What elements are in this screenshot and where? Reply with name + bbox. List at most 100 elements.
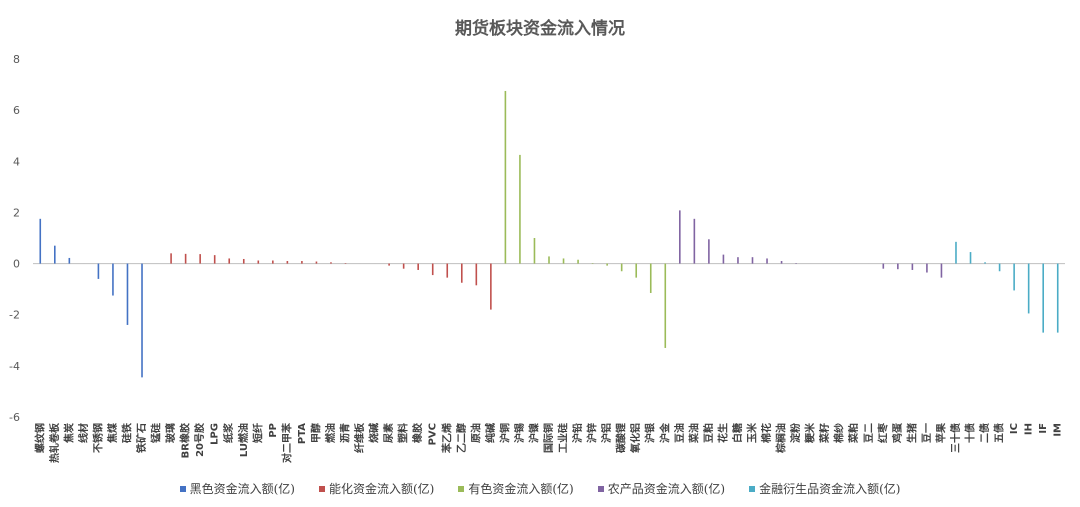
legend-swatch [597,485,604,492]
bar [97,263,100,279]
bar [911,263,914,270]
x-tick-label: 20号胶 [193,423,206,457]
x-tick-label: 豆一 [921,423,933,443]
bar [664,263,667,348]
x-tick-label: 沪锡 [513,423,526,443]
x-tick-label: 燃油 [324,423,337,443]
bar [228,258,231,264]
x-tick-label: 纯碱 [484,423,497,443]
x-tick-label: 短纤 [251,423,264,443]
x-tick-label: 焦煤 [106,423,119,444]
x-tick-label: 豆粕 [702,423,715,443]
bar [54,245,56,264]
bar [969,252,972,264]
x-tick-label: 豆油 [673,423,686,443]
bar [68,257,71,264]
bar [170,253,172,264]
y-tick-label: 8 [13,53,20,66]
legend-item: 农产品资金流入额(亿) [597,480,726,497]
x-tick-label: 淀粉 [789,423,802,443]
y-tick-label: -2 [9,309,20,322]
x-tick-label: 螺纹钢 [33,423,46,453]
bar [1027,263,1030,314]
bar [141,263,143,378]
bar [286,261,289,264]
x-tick-label: IC [1009,423,1020,434]
bar [402,263,405,269]
x-tick-label: IM [1053,423,1064,437]
bar [490,263,492,310]
x-tick-label: 沪铝 [600,423,613,443]
x-tick-label: 红枣 [876,422,889,443]
bar [780,261,783,264]
bar [693,218,696,264]
x-tick-label: LPG [210,423,221,445]
chart-legend: 黑色资金流入额(亿) 能化资金流入额(亿) 有色资金流入额(亿) 农产品资金流入额(亿… [0,480,1080,497]
x-tick-label: 塑料 [397,423,410,443]
x-tick-label: 粳米 [804,422,817,444]
bar [591,263,594,264]
x-tick-label: 三十债 [949,423,962,453]
bar [940,263,943,278]
bar [708,239,710,264]
legend-label: 农产品资金流入额(亿) [607,482,726,496]
x-tick-label: 菜粕 [847,423,860,444]
bar [519,154,521,264]
x-tick-label: 苯乙烯 [440,423,453,454]
bar [766,258,768,264]
bar [1042,263,1044,333]
x-tick-label: 豆二 [863,423,875,443]
x-tick-label: PVC [428,423,439,445]
bar [620,263,623,272]
bar [344,263,347,264]
bar [460,263,463,283]
bar [213,255,216,264]
bar [39,218,42,264]
legend-item: 黑色资金流入额(亿) [179,480,295,497]
x-tick-label: 橡胶 [411,423,424,443]
bar [242,258,245,264]
x-tick-label: 生猪 [905,423,918,443]
x-tick-label: 苹果 [934,422,947,443]
legend-label: 有色资金流入额(亿) [468,482,574,496]
x-tick-label: 烧碱 [368,423,381,443]
bar [635,263,638,278]
x-tick-label: 玻璃 [164,423,177,443]
bar [330,262,332,264]
x-tick-label: 沥青 [339,423,352,443]
bar [751,257,754,264]
bar [257,260,260,264]
x-tick-label: LU燃油 [237,423,250,457]
bar [882,263,885,269]
x-tick-label: 沪银 [644,422,657,443]
bar [606,263,608,266]
y-tick-label: 4 [13,155,20,168]
bar [272,260,274,264]
bar [562,258,565,264]
bar [649,263,652,293]
bar [315,261,318,264]
bar [679,210,681,264]
bar [446,263,449,278]
bar [722,254,725,264]
bar [184,253,187,264]
legend-swatch [179,485,186,492]
x-tick-label: 锰硅 [150,423,163,443]
bar [126,263,129,325]
x-tick-label: 乙二醇 [455,423,468,453]
bar [926,263,928,273]
y-tick-label: -6 [9,411,20,424]
x-tick-label: 原油 [469,423,482,443]
x-tick-label: 碳酸锂 [615,423,628,453]
bar [504,90,507,264]
x-tick-label: 纤维板 [353,422,366,453]
x-tick-label: 铁矿石 [135,423,148,453]
bar [301,261,303,264]
bar [984,262,986,264]
legend-swatch [749,485,756,492]
x-tick-label: 沪铜 [498,423,511,443]
x-tick-label: 鸡蛋 [891,423,904,444]
bar [795,263,797,264]
x-tick-label: 棕榈油 [775,423,788,454]
